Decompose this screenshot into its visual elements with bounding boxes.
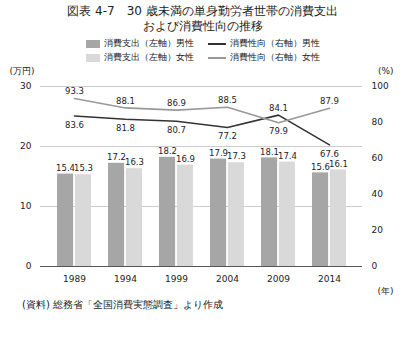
html-text:(資料) 総務省「全国消費実態調査」より作成: (資料) 総務省「全国消費実態調査」より作成 xyxy=(22,299,223,310)
svg-text:67.6: 67.6 xyxy=(320,149,339,159)
svg-text:0: 0 xyxy=(372,261,378,271)
html-text:消費支出（左軸）男性: 消費支出（左軸）男性 xyxy=(103,38,194,48)
html-text:および消費性向の推移: および消費性向の推移 xyxy=(142,19,263,33)
svg-text:17.2: 17.2 xyxy=(107,152,126,162)
svg-text:(%): (%) xyxy=(378,66,394,76)
html-text:図表 4-7 30 歳未満の単身勤労者世帯の消費支出: 図表 4-7 30 歳未満の単身勤労者世帯の消費支出 xyxy=(67,4,338,18)
svg-text:1999: 1999 xyxy=(165,274,188,284)
svg-text:2009: 2009 xyxy=(267,274,290,284)
html-text:消費性向（右軸）女性: 消費性向（右軸）女性 xyxy=(229,52,320,62)
svg-text:86.9: 86.9 xyxy=(167,98,186,108)
svg-text:80.7: 80.7 xyxy=(167,125,186,135)
svg-text:87.9: 87.9 xyxy=(320,96,339,106)
svg-text:0: 0 xyxy=(26,261,32,271)
svg-text:81.8: 81.8 xyxy=(116,123,135,133)
svg-text:15.6: 15.6 xyxy=(311,162,330,172)
svg-text:10: 10 xyxy=(20,201,32,211)
svg-text:88.5: 88.5 xyxy=(218,95,237,105)
svg-text:30: 30 xyxy=(20,81,32,91)
svg-text:(万円): (万円) xyxy=(10,66,35,76)
svg-text:40: 40 xyxy=(372,189,384,199)
svg-text:18.2: 18.2 xyxy=(158,146,177,156)
html-text:消費性向（右軸）男性: 消費性向（右軸）男性 xyxy=(229,38,320,48)
svg-text:17.4: 17.4 xyxy=(278,151,297,161)
svg-text:15.4: 15.4 xyxy=(56,163,75,173)
svg-text:20: 20 xyxy=(20,141,32,151)
svg-text:17.3: 17.3 xyxy=(227,151,246,161)
svg-text:20: 20 xyxy=(372,225,384,235)
svg-text:15.3: 15.3 xyxy=(74,163,93,173)
svg-text:88.1: 88.1 xyxy=(116,96,135,106)
svg-text:16.3: 16.3 xyxy=(125,157,144,167)
svg-text:93.3: 93.3 xyxy=(65,86,84,96)
svg-text:1989: 1989 xyxy=(63,274,86,284)
svg-text:18.1: 18.1 xyxy=(260,147,279,157)
svg-text:84.1: 84.1 xyxy=(269,103,288,113)
svg-text:83.6: 83.6 xyxy=(65,120,84,130)
html-text:消費支出（左軸）女性: 消費支出（左軸）女性 xyxy=(103,52,194,62)
svg-text:79.9: 79.9 xyxy=(269,126,288,136)
svg-text:16.1: 16.1 xyxy=(329,159,348,169)
svg-text:2014: 2014 xyxy=(318,274,341,284)
svg-text:1994: 1994 xyxy=(114,274,137,284)
svg-text:(年): (年) xyxy=(377,286,393,296)
svg-text:80: 80 xyxy=(372,117,384,127)
svg-text:77.2: 77.2 xyxy=(218,131,237,141)
svg-text:100: 100 xyxy=(372,81,389,91)
svg-text:16.9: 16.9 xyxy=(176,154,195,164)
svg-text:2004: 2004 xyxy=(216,274,239,284)
svg-text:17.9: 17.9 xyxy=(209,148,228,158)
svg-text:60: 60 xyxy=(372,153,384,163)
